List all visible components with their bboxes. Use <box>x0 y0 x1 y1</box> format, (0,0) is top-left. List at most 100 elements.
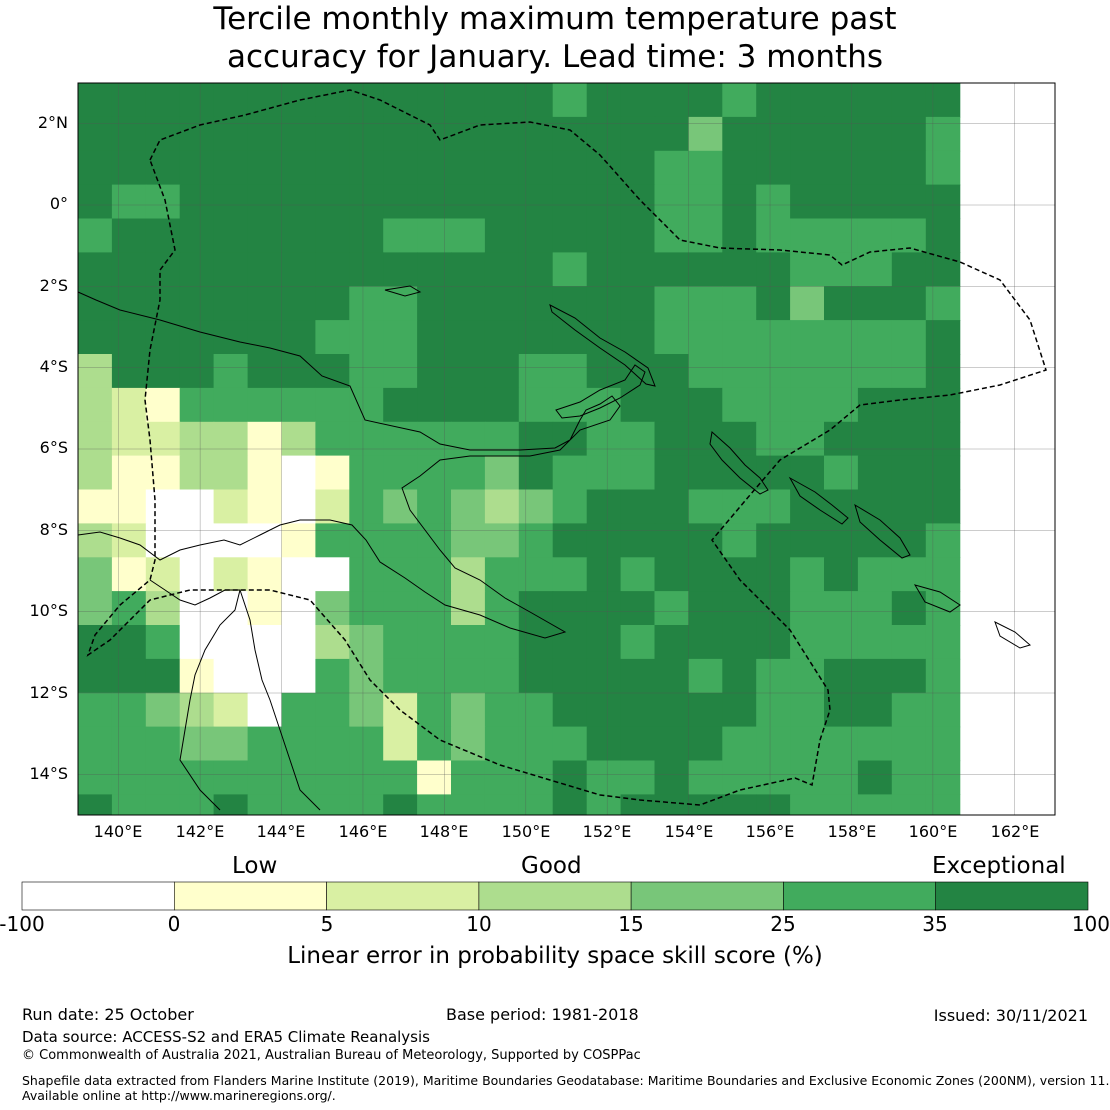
colorbar-segment <box>935 881 1089 911</box>
grid-cell <box>857 184 893 220</box>
title-line-1: Tercile monthly maximum temperature past <box>213 1 897 37</box>
grid-cell <box>349 726 384 762</box>
title-line-2: accuracy for January. Lead time: 3 month… <box>226 39 883 75</box>
issued-date: Issued: 30/11/2021 <box>933 1006 1088 1025</box>
grid-cell <box>688 150 723 186</box>
colorbar-tick: -100 <box>0 912 45 936</box>
grid-cell <box>451 116 486 152</box>
grid-cell <box>145 184 181 220</box>
grid-cell <box>518 455 554 491</box>
grid-cell <box>383 150 418 186</box>
grid-cell <box>111 794 147 815</box>
grid-cell <box>586 83 622 118</box>
grid-cell <box>179 692 215 728</box>
grid-cell <box>247 625 283 660</box>
grid-cell <box>213 286 249 321</box>
grid-cell <box>790 421 825 457</box>
colorbar-tick: 25 <box>770 912 796 936</box>
grid-cell <box>111 692 147 728</box>
grid-cell <box>111 150 147 186</box>
grid-cell <box>315 252 350 287</box>
grid-cell <box>78 794 113 815</box>
grid-cell <box>654 184 689 220</box>
grid-cell <box>78 455 113 491</box>
grid-cell <box>654 625 689 660</box>
grid-cell <box>111 726 147 762</box>
eez-boundary-line <box>86 89 1047 806</box>
grid-cell <box>518 184 554 220</box>
grid-cell <box>790 591 825 626</box>
grid-cell <box>891 387 927 423</box>
grid-cell <box>722 286 757 321</box>
grid-cell <box>315 658 350 694</box>
grid-cell <box>484 523 520 558</box>
grid-cell <box>315 692 350 728</box>
copyright: © Commonwealth of Australia 2021, Austra… <box>22 1048 641 1063</box>
grid-cell <box>78 692 113 728</box>
grid-cell <box>281 692 316 728</box>
grid-cell <box>688 354 723 389</box>
grid-cell <box>315 286 350 321</box>
grid-cell <box>111 218 147 253</box>
grid-cell <box>247 794 283 815</box>
grid-cell <box>620 150 656 186</box>
grid-cell <box>790 150 825 186</box>
grid-cell <box>247 489 283 524</box>
grid-cell <box>518 591 554 626</box>
grid-cell <box>78 320 113 355</box>
grid-cell <box>145 692 181 728</box>
grid-cell <box>315 387 350 423</box>
grid-cell <box>179 591 215 626</box>
grid-cell <box>790 794 825 815</box>
grid-cell <box>620 523 656 558</box>
grid-cell <box>383 658 418 694</box>
grid-cell <box>179 218 215 253</box>
grid-cell <box>451 794 486 815</box>
grid-cell <box>417 116 452 152</box>
grid-cell <box>213 83 249 118</box>
grid-cell <box>417 455 452 491</box>
grid-cell <box>315 320 350 355</box>
grid-cell <box>857 692 893 728</box>
grid-cell <box>722 421 757 457</box>
grid-cell <box>417 150 452 186</box>
grid-cell <box>756 726 791 762</box>
grid-cell <box>213 455 249 491</box>
grid-cell <box>111 116 147 152</box>
grid-cell <box>145 625 181 660</box>
grid-cell <box>722 692 757 728</box>
grid-cell <box>213 116 249 152</box>
grid-cell <box>756 625 791 660</box>
colorbar-tick: 0 <box>167 912 181 936</box>
colorbar-segment <box>174 881 327 911</box>
grid-cell <box>518 150 554 186</box>
grid-cell <box>78 523 113 558</box>
grid-cell <box>654 489 689 524</box>
grid-cell <box>145 523 181 558</box>
grid-cell <box>315 760 350 795</box>
grid-cell <box>145 387 181 423</box>
grid-cell <box>654 760 689 795</box>
grid-cell <box>824 658 859 694</box>
grid-cell <box>247 692 283 728</box>
lon-label: 148°E <box>419 822 469 841</box>
grid-cell <box>281 591 316 626</box>
grid-cell <box>315 150 350 186</box>
grid-cell <box>722 794 757 815</box>
grid-cell <box>213 218 249 253</box>
grid-cell <box>281 184 316 220</box>
data-source: Data source: ACCESS-S2 and ERA5 Climate … <box>22 1028 430 1046</box>
grid-cell <box>145 726 181 762</box>
grid-cell <box>756 116 791 152</box>
grid-cell <box>722 320 757 355</box>
grid-cell <box>451 523 486 558</box>
grid-cell <box>518 726 554 762</box>
grid-cell <box>78 625 113 660</box>
grid-cell <box>281 557 316 592</box>
grid-cell <box>518 218 554 253</box>
grid-cell <box>552 218 588 253</box>
lon-label: 162°E <box>990 822 1040 841</box>
coastlines <box>77 285 1032 811</box>
grid-cell <box>891 760 927 795</box>
category-good: Good <box>521 853 582 879</box>
